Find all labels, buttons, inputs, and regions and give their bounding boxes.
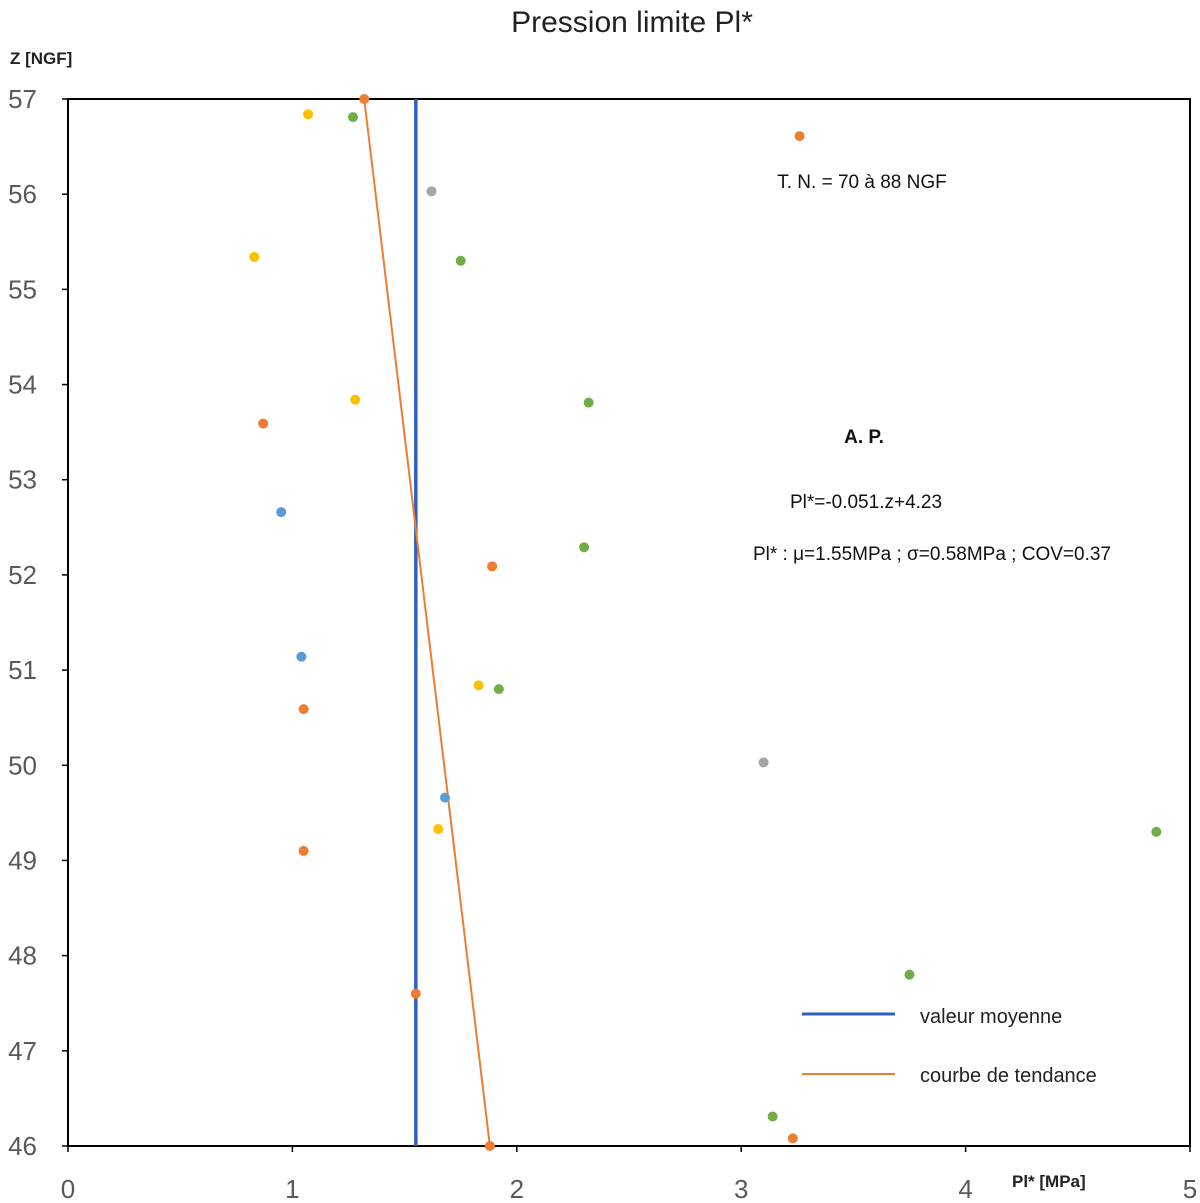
scatter-points (249, 109, 1162, 1144)
annotation-equation: Pl*=-0.051.z+4.23 (790, 492, 942, 513)
data-point (767, 1111, 778, 1122)
legend-label-mean: valeur moyenne (920, 1006, 1062, 1028)
trend-line-endpoint (484, 1141, 495, 1151)
y-tick-label: 51 (8, 655, 37, 685)
y-tick-label: 48 (8, 941, 37, 971)
data-point (579, 542, 590, 553)
data-point (433, 824, 444, 835)
y-tick-label: 50 (8, 750, 37, 780)
x-tick-label: 0 (61, 1174, 75, 1203)
x-tick-label: 1 (285, 1174, 299, 1203)
data-point (347, 112, 358, 123)
x-tick-label: 3 (734, 1174, 748, 1203)
data-point (410, 988, 421, 999)
data-point (439, 792, 450, 803)
x-tick-label: 4 (958, 1174, 972, 1203)
y-tick-label: 49 (8, 845, 37, 875)
x-tick-label: 2 (510, 1174, 524, 1203)
y-tick-label: 47 (8, 1036, 37, 1066)
data-point (258, 418, 269, 429)
data-point (904, 969, 915, 980)
x-axis-label: Pl* [MPa] (1012, 1172, 1086, 1191)
trend-line (363, 98, 491, 1147)
y-tick-label: 53 (8, 465, 37, 495)
data-point (758, 757, 769, 768)
y-tick-label: 54 (8, 370, 37, 400)
data-point (303, 109, 314, 120)
y-tick-label: 57 (8, 84, 37, 114)
data-point (276, 507, 287, 518)
data-point (1151, 826, 1162, 837)
x-tick-label: 5 (1183, 1174, 1197, 1203)
data-point (455, 255, 466, 266)
y-tick-label: 52 (8, 560, 37, 590)
data-point (787, 1133, 798, 1144)
data-point (487, 561, 498, 572)
data-point (426, 186, 437, 197)
plot-area (67, 98, 1191, 1147)
data-point (583, 397, 594, 408)
data-point (298, 845, 309, 856)
y-tick-label: 56 (8, 179, 37, 209)
y-tick-label: 55 (8, 274, 37, 304)
chart-title: Pression limite Pl* (511, 6, 753, 39)
annotation-ap: A. P. (844, 427, 884, 448)
y-tick-label: 46 (8, 1131, 37, 1161)
y-axis: 46 47 48 49 50 51 52 53 54 55 56 57 (8, 84, 68, 1161)
legend: valeur moyenne courbe de tendance (802, 1006, 1097, 1087)
annotation-tn: T. N. = 70 à 88 NGF (777, 172, 947, 193)
data-point (794, 131, 805, 142)
data-point (350, 394, 361, 405)
trend-line-endpoint (359, 94, 370, 104)
data-point (298, 704, 309, 715)
data-point (493, 684, 504, 695)
series-lines (359, 94, 495, 1151)
legend-label-trend: courbe de tendance (920, 1065, 1097, 1087)
x-axis: 0 1 2 3 4 5 (61, 1146, 1197, 1203)
data-point (473, 680, 484, 691)
annotation-stats: Pl* : μ=1.55MPa ; σ=0.58MPa ; COV=0.37 (753, 544, 1111, 565)
data-point (296, 651, 307, 662)
data-point (249, 252, 260, 263)
y-axis-label: Z [NGF] (10, 49, 72, 68)
